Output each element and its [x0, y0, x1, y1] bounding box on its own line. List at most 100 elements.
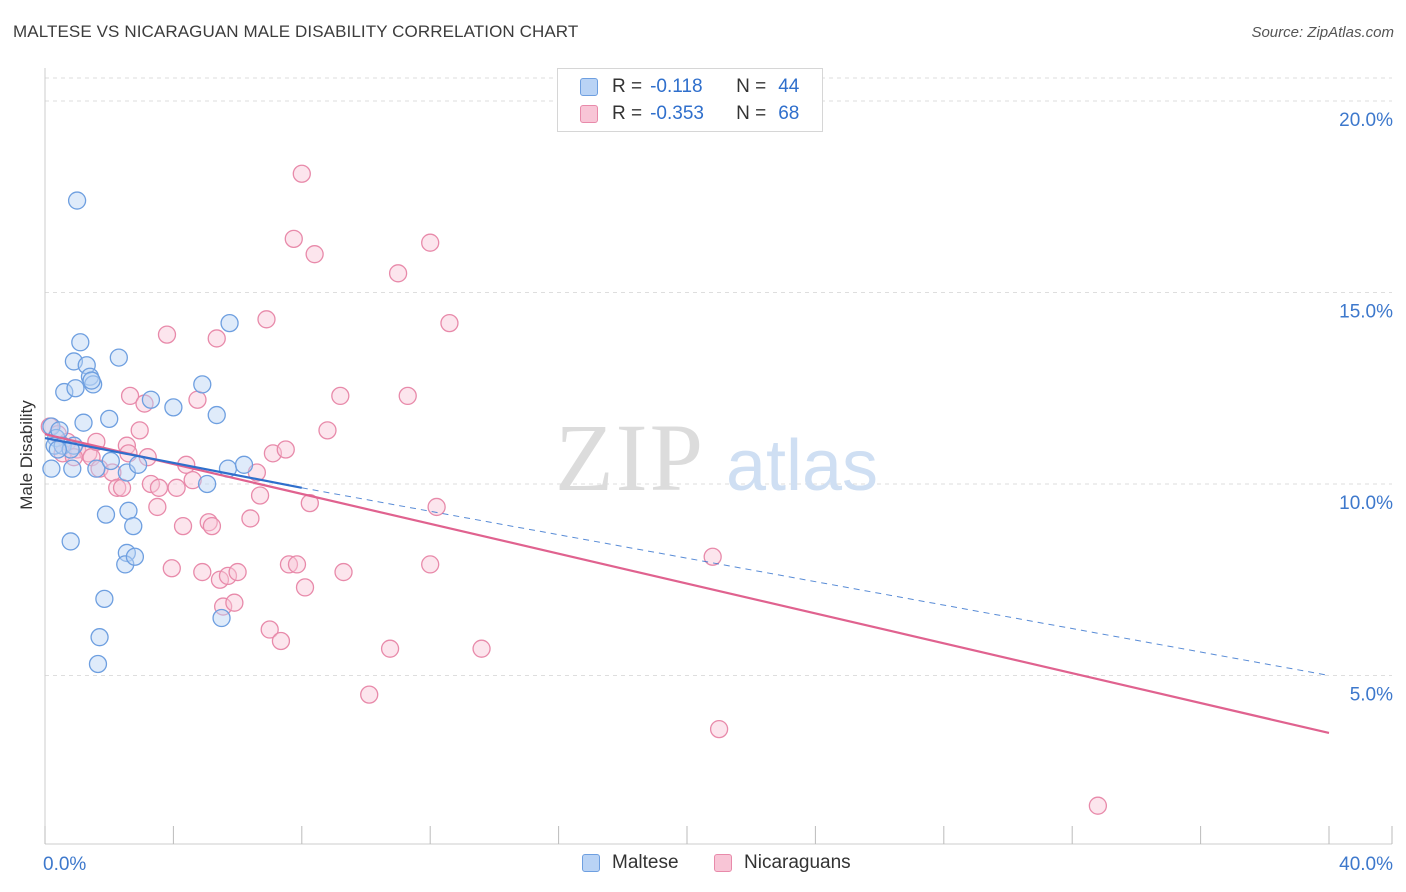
nicaraguans-point — [703, 547, 722, 566]
nicaraguans-point — [284, 229, 303, 249]
nicaraguans-point — [218, 566, 238, 586]
nicaraguans-point — [157, 325, 177, 344]
nicaraguans-point — [300, 493, 319, 513]
y-axis-label: Male Disability — [17, 400, 36, 510]
maltese-point — [119, 501, 138, 520]
grid-lines — [45, 77, 1392, 676]
n-label: N = — [736, 103, 767, 124]
maltese-points — [42, 191, 254, 674]
nicaraguans-point — [225, 593, 244, 612]
n-label: N = — [736, 76, 767, 97]
maltese-point — [67, 191, 87, 210]
nicaraguans-point — [257, 310, 276, 329]
r-label: R = — [612, 103, 643, 124]
maltese-point — [212, 608, 231, 628]
nicaraguans-point — [1088, 796, 1108, 815]
nicaraguans-point — [148, 497, 167, 517]
nicaraguans-point — [183, 470, 202, 490]
nicaraguans-point — [318, 421, 337, 440]
maltese-point — [164, 398, 183, 417]
maltese-point — [197, 474, 217, 494]
nicaraguans-point — [709, 719, 729, 739]
x-tick-label-max: 40.0% — [1339, 854, 1393, 875]
nicaraguans-point — [440, 313, 459, 333]
maltese-point — [220, 313, 239, 333]
maltese-point — [125, 547, 145, 566]
nicaraguans-n-value: 68 — [778, 103, 800, 124]
maltese-point — [74, 413, 93, 432]
nicaraguans-swatch — [580, 105, 598, 123]
nicaraguans-point — [250, 486, 270, 505]
x-tick-label-min: 0.0% — [43, 854, 86, 875]
tick-labels: 5.0% 10.0% 15.0% 20.0% 0.0% 40.0% — [43, 110, 1393, 875]
nicaraguans-point — [241, 509, 260, 528]
nicaraguans-point — [334, 562, 353, 582]
nicaraguans-point — [472, 639, 491, 658]
maltese-point — [234, 455, 254, 474]
maltese-point — [141, 390, 161, 409]
legend-row-nicaraguans: R = -0.353 N = 68 — [580, 101, 799, 127]
maltese-point — [207, 405, 226, 425]
zipatlas-watermark: ZIP atlas — [555, 404, 878, 511]
nicaraguans-point — [271, 631, 291, 651]
y-tick-label: 5.0% — [1350, 684, 1393, 705]
maltese-point — [48, 440, 67, 459]
nicaraguans-point — [360, 685, 379, 704]
nicaraguans-point — [388, 264, 408, 283]
nicaraguans-point — [112, 478, 132, 497]
nicaraguans-point — [149, 478, 169, 497]
trend-lines — [44, 433, 1330, 735]
maltese-n-value: 44 — [778, 76, 800, 97]
nicaraguans-point — [228, 562, 247, 582]
maltese-point — [95, 589, 114, 609]
nicaraguans-point — [162, 559, 181, 578]
nicaraguans-point — [421, 233, 440, 252]
maltese-trend-extension — [301, 487, 1330, 676]
nicaraguans-point — [188, 390, 207, 409]
series-legend: Maltese Nicaraguans — [0, 852, 1406, 878]
maltese-point — [109, 348, 128, 367]
chart-title: MALTESE VS NICARAGUAN MALE DISABILITY CO… — [13, 22, 579, 41]
maltese-point — [87, 459, 106, 478]
maltese-point — [82, 371, 101, 390]
maltese-swatch — [580, 78, 598, 96]
nicaraguans-r-value: -0.353 — [650, 103, 704, 124]
axes — [44, 68, 1393, 845]
nicaraguans-point — [167, 478, 186, 497]
y-tick-label: 10.0% — [1339, 493, 1393, 514]
maltese-point — [100, 409, 119, 429]
maltese-point — [55, 382, 74, 402]
nicaraguans-point — [202, 516, 222, 536]
r-label: R = — [612, 76, 643, 97]
maltese-trend-line — [44, 436, 303, 489]
maltese-point — [96, 505, 116, 524]
legend-item-maltese[interactable]: Maltese — [582, 852, 679, 874]
nicaraguans-point — [276, 440, 295, 459]
maltese-point — [66, 379, 85, 398]
nicaraguans-point — [130, 421, 149, 440]
nicaraguans-point — [421, 555, 440, 574]
maltese-swatch — [582, 854, 600, 872]
legend-label-nicaraguans: Nicaraguans — [744, 852, 851, 873]
watermark-atlas: atlas — [726, 426, 878, 506]
nicaraguans-point — [260, 620, 279, 639]
source-credit: Source: ZipAtlas.com — [1251, 24, 1394, 41]
maltese-point — [63, 459, 82, 478]
nicaraguans-point — [287, 555, 307, 574]
y-tick-label: 15.0% — [1339, 301, 1393, 322]
maltese-point — [128, 455, 148, 474]
nicaraguans-point — [207, 329, 226, 348]
legend-item-nicaraguans[interactable]: Nicaraguans — [714, 852, 851, 874]
maltese-point — [90, 628, 109, 647]
watermark-zip: ZIP — [555, 404, 705, 511]
nicaraguans-point — [173, 516, 193, 536]
nicaraguans-point — [292, 164, 311, 183]
nicaraguans-trend-line — [44, 433, 1330, 735]
maltese-r-value: -0.118 — [650, 76, 703, 97]
maltese-point — [88, 654, 108, 674]
nicaraguans-point — [108, 478, 127, 497]
maltese-point — [61, 532, 80, 551]
nicaraguans-swatch — [714, 854, 732, 872]
nicaraguans-point — [398, 386, 417, 406]
